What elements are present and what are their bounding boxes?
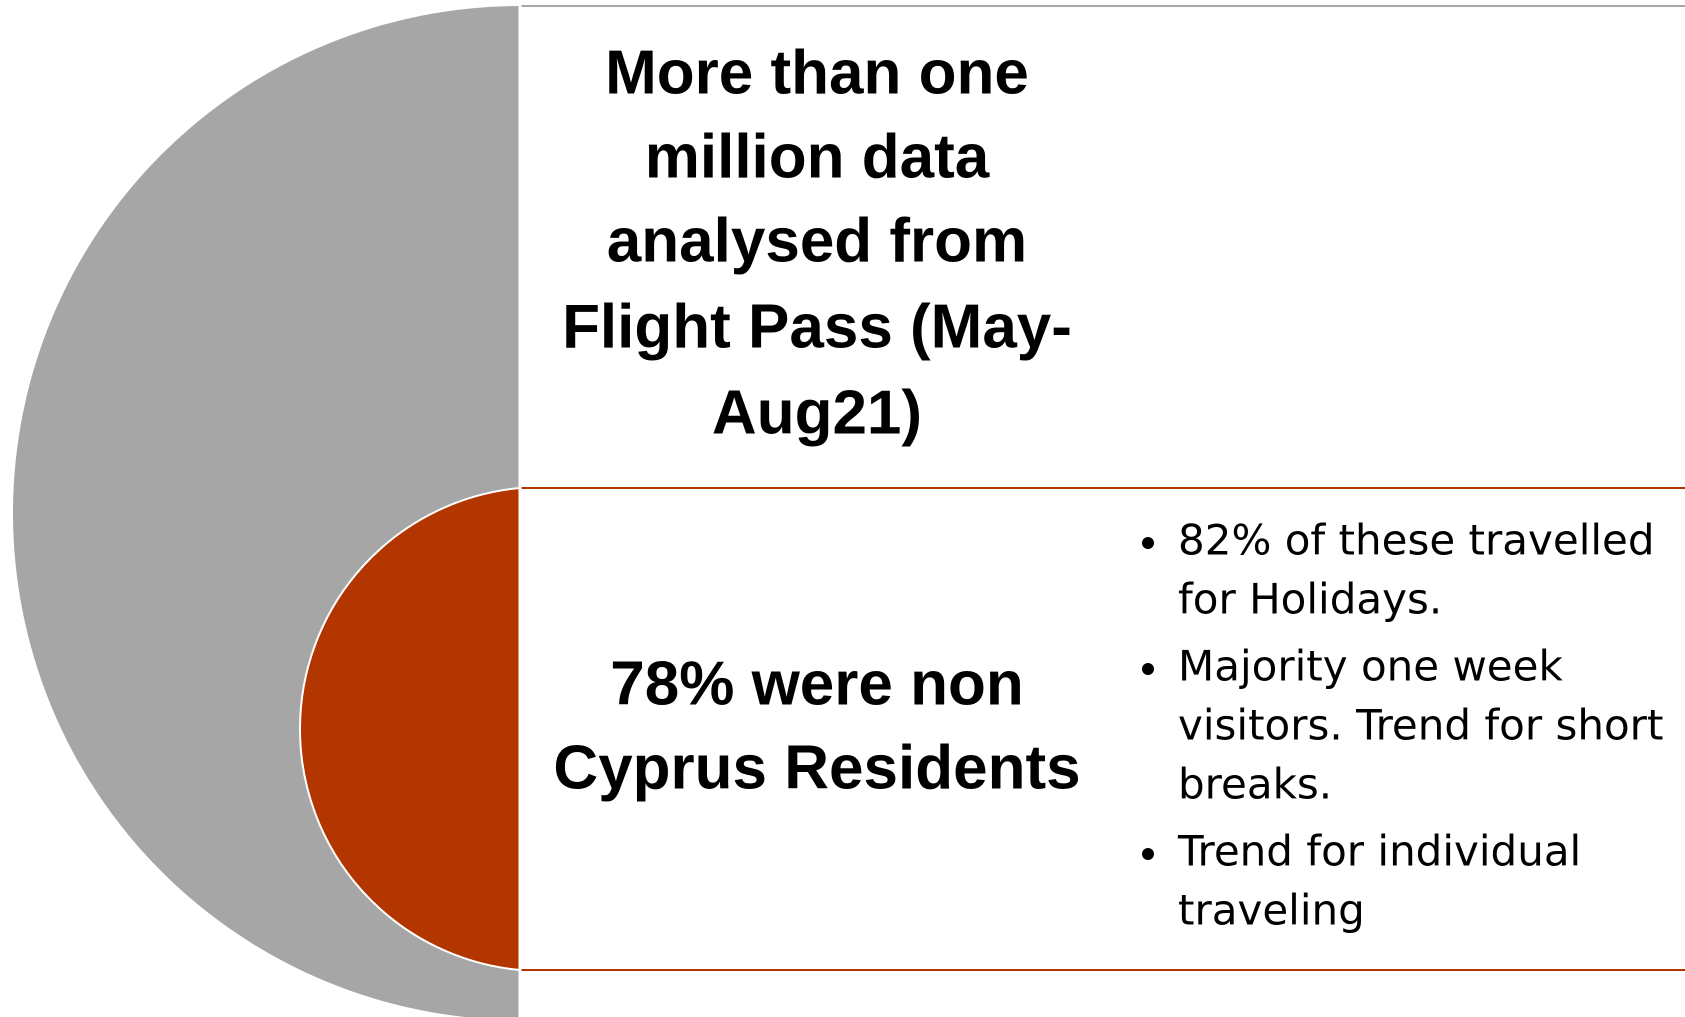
heading-line: More than one [605,38,1029,107]
bullet-dot [1142,848,1154,860]
heading-line: million data [645,122,990,191]
heading-line: Flight Pass (May- [562,292,1072,361]
bullet-line: visitors. Trend for short [1178,701,1663,750]
bullet-line: breaks. [1178,760,1332,809]
heading-line: analysed from [607,206,1027,275]
heading-line: Cyprus Residents [553,733,1080,802]
inner-half-circle [298,486,521,972]
bullet-dot [1142,663,1154,675]
bullet-line: 82% of these travelled [1178,516,1655,565]
texts: More than one million data analysed from Fl… [553,38,1663,934]
bullet-line: Majority one week [1178,642,1563,691]
bullet-line: for Holidays. [1178,575,1442,624]
heading-line: 78% were non [610,649,1023,718]
bullet-line: traveling [1178,886,1365,935]
bullet-line: Trend for individual [1177,827,1581,876]
heading-line: Aug21) [712,378,922,447]
bullet-dot [1142,537,1154,549]
